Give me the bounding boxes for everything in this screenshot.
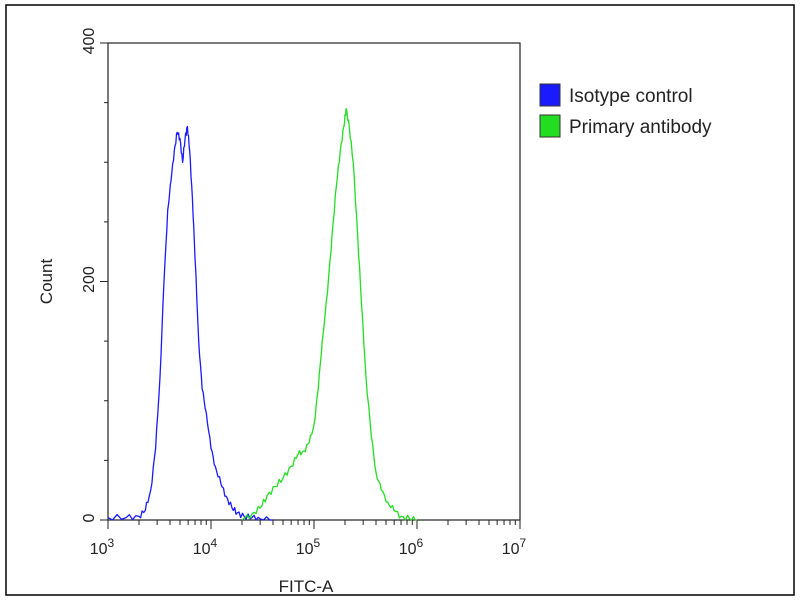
legend-label: Isotype control [569, 86, 693, 107]
legend: Isotype control Primary antibody [539, 83, 712, 138]
x-axis-title: FITC-A [279, 577, 334, 596]
series-line-isotype-control [107, 125, 273, 521]
legend-swatch [539, 114, 561, 138]
x-tick-label: 106 [399, 536, 424, 558]
series-line-primary-antibody [241, 107, 417, 521]
x-tick-label: 103 [90, 536, 115, 558]
plot-area: 0 200 400 103 104 105 106 107 FITC-A Count [37, 28, 527, 596]
legend-swatch [539, 83, 561, 107]
outer-border [5, 4, 795, 596]
x-tick-label: 107 [502, 536, 527, 558]
y-axis-title: Count [37, 259, 56, 305]
x-tick-label: 105 [296, 536, 321, 558]
x-tick-label: 104 [193, 536, 218, 558]
legend-label: Primary antibody [569, 117, 712, 138]
plot-axes-box [107, 42, 521, 521]
y-tick-label: 0 [81, 513, 98, 522]
y-tick-label: 400 [81, 28, 98, 55]
y-tick-label: 200 [81, 266, 98, 293]
